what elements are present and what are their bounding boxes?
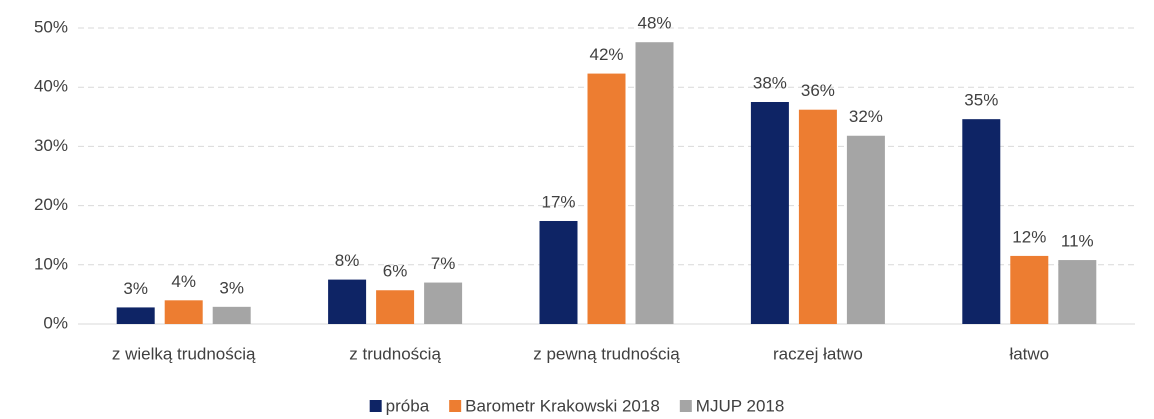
legend-swatch — [449, 400, 462, 412]
value-label: 6% — [383, 262, 408, 281]
bar — [846, 135, 885, 324]
bar — [164, 300, 203, 324]
legend-label: MJUP 2018 — [696, 396, 785, 415]
x-tick-label: z trudnością — [349, 344, 441, 363]
bar — [116, 307, 155, 324]
bar — [376, 290, 415, 324]
bar — [539, 220, 578, 324]
value-label: 36% — [801, 81, 835, 100]
value-label: 42% — [589, 45, 623, 64]
value-label: 17% — [541, 192, 575, 211]
value-label: 11% — [1061, 232, 1094, 251]
value-label: 4% — [171, 272, 196, 291]
legend-label: próba — [386, 396, 430, 415]
value-label: 38% — [753, 73, 787, 92]
value-label: 3% — [123, 279, 148, 298]
value-label: 7% — [431, 254, 456, 273]
x-tick-label: z wielką trudnością — [112, 344, 256, 363]
bar — [1010, 255, 1049, 324]
bar — [798, 109, 837, 324]
x-tick-label: raczej łatwo — [773, 344, 863, 363]
y-tick-label: 40% — [34, 77, 68, 96]
y-tick-label: 10% — [34, 254, 68, 273]
bar — [962, 119, 1001, 324]
bar — [587, 73, 626, 324]
value-label: 48% — [637, 14, 671, 33]
value-label: 8% — [335, 251, 360, 270]
bar — [328, 279, 367, 324]
y-tick-label: 50% — [34, 17, 68, 36]
value-label: 12% — [1012, 227, 1046, 246]
y-tick-label: 30% — [34, 136, 68, 155]
legend-swatch — [679, 400, 692, 412]
legend-swatch — [369, 400, 382, 412]
legend-label: Barometr Krakowski 2018 — [465, 396, 660, 415]
bar — [212, 306, 251, 324]
y-tick-label: 20% — [34, 195, 68, 214]
x-tick-label: z pewną trudnością — [533, 344, 680, 363]
value-label: 32% — [849, 107, 883, 126]
bar — [635, 42, 674, 324]
bar — [750, 102, 789, 324]
bar — [1058, 260, 1097, 324]
bar — [424, 282, 463, 324]
x-tick-label: łatwo — [1009, 344, 1049, 363]
value-label: 3% — [219, 278, 244, 297]
value-label: 35% — [964, 91, 998, 110]
y-tick-label: 0% — [43, 313, 68, 332]
